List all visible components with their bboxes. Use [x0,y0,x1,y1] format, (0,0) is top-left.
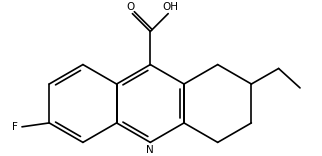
Text: N: N [147,146,154,156]
Text: F: F [12,122,18,132]
Text: O: O [126,2,135,12]
Text: OH: OH [162,2,178,12]
